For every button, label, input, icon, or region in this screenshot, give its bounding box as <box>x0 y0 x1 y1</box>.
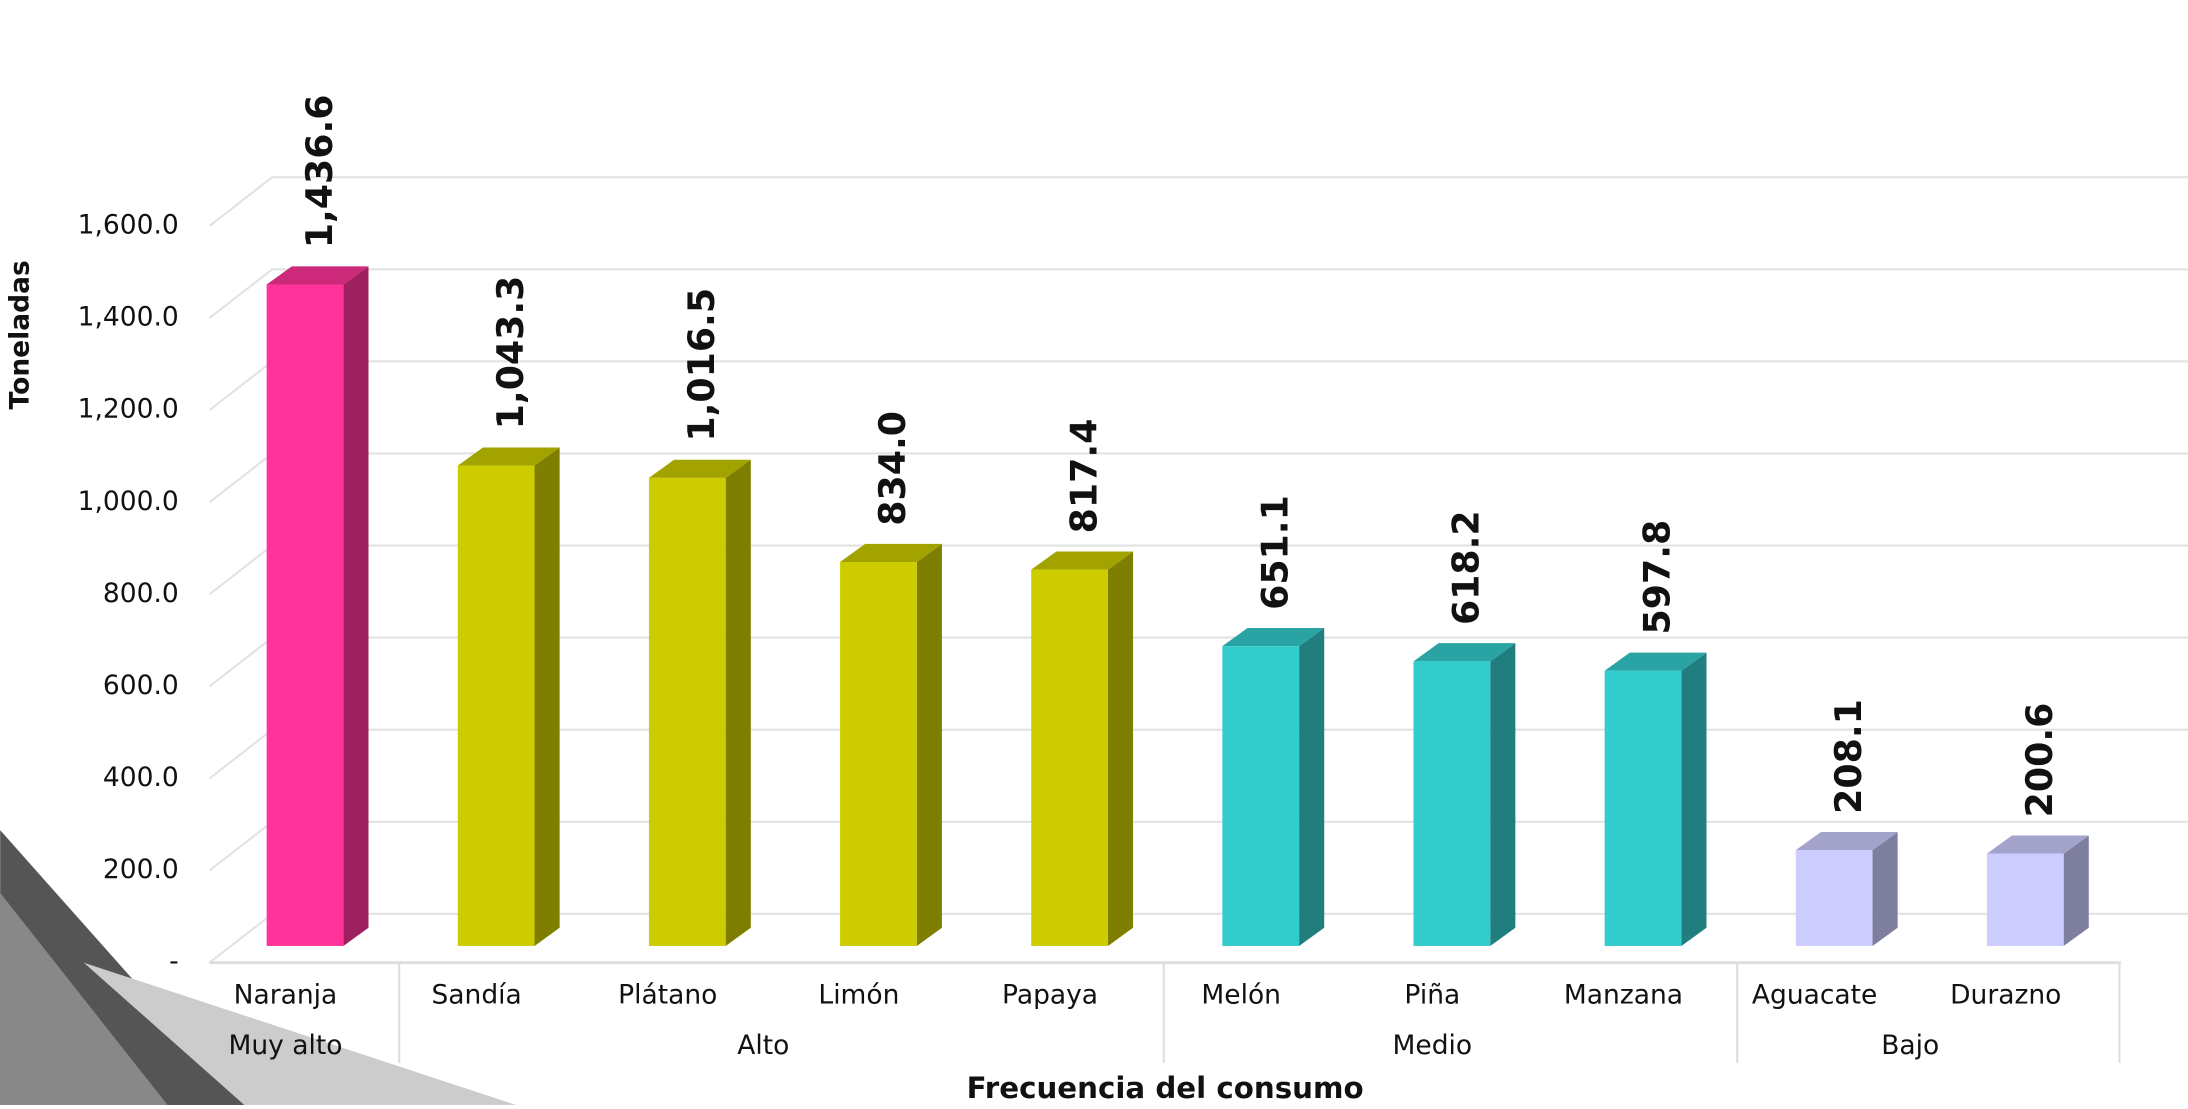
bar-top <box>457 447 560 466</box>
value-label: 651.1 <box>1253 495 1296 610</box>
value-label: 1,043.3 <box>489 276 532 430</box>
group-label: Alto <box>737 1030 789 1061</box>
bar-top <box>266 266 369 285</box>
bar-top <box>648 459 751 478</box>
y-tick-label: 600.0 <box>103 670 179 701</box>
bar <box>1222 646 1300 946</box>
bar <box>1413 661 1491 946</box>
group-label: Muy alto <box>228 1030 342 1061</box>
y-tick-label: - <box>169 946 179 977</box>
bar <box>1604 670 1682 946</box>
bar-side <box>2063 835 2089 946</box>
value-label: 1,436.6 <box>298 95 341 249</box>
bar <box>266 284 344 946</box>
bar-top <box>1031 551 1134 570</box>
value-label: 817.4 <box>1062 419 1105 534</box>
y-tick-label: 200.0 <box>103 854 179 885</box>
bar-side <box>725 459 751 946</box>
bar-top <box>1604 652 1707 671</box>
group-label: Bajo <box>1881 1030 1939 1061</box>
x-tick-label: Naranja <box>234 980 338 1011</box>
y-axis-title: Toneladas <box>5 260 36 409</box>
value-label: 597.8 <box>1636 520 1679 635</box>
bar-top <box>840 543 942 562</box>
y-tick-label: 1,200.0 <box>78 394 179 425</box>
bar <box>1986 853 2064 946</box>
group-label: Medio <box>1393 1030 1473 1061</box>
x-tick-label: Manzana <box>1564 980 1683 1011</box>
bar-top <box>1986 835 2089 854</box>
decoration <box>0 892 168 1105</box>
x-tick-label: Limón <box>818 980 899 1011</box>
bar-side <box>1681 652 1707 946</box>
value-label: 200.6 <box>2018 703 2061 818</box>
y-tick-label: 1,400.0 <box>78 302 179 333</box>
value-label: 618.2 <box>1445 510 1488 625</box>
grid-line <box>208 268 2188 319</box>
x-tick-label: Plátano <box>618 980 717 1011</box>
bar <box>1795 850 1873 946</box>
bar-top <box>1413 643 1516 662</box>
bar-top <box>1795 831 1898 851</box>
y-tick-label: 1,600.0 <box>78 210 179 241</box>
bar-side <box>343 266 369 946</box>
bar-side <box>534 447 560 946</box>
bar-side <box>1299 628 1325 946</box>
decoration <box>83 962 517 1105</box>
bar-side <box>1107 551 1134 946</box>
y-tick-label: 1,000.0 <box>78 486 179 517</box>
bar-side <box>1490 643 1516 946</box>
x-tick-label: Piña <box>1404 980 1460 1011</box>
x-axis-title: Frecuencia del consumo <box>967 1071 1364 1105</box>
bar <box>1031 569 1108 946</box>
x-tick-label: Durazno <box>1950 980 2061 1011</box>
bar-side <box>916 543 942 946</box>
bar-side <box>1872 831 1898 946</box>
bar <box>840 561 917 946</box>
x-tick-label: Melón <box>1201 980 1281 1011</box>
value-label: 208.1 <box>1827 699 1870 814</box>
bar-top <box>1222 628 1325 647</box>
value-label: 1,016.5 <box>680 288 723 442</box>
x-tick-label: Aguacate <box>1752 980 1878 1011</box>
bar <box>457 465 535 946</box>
value-label: 834.0 <box>871 411 914 526</box>
x-tick-label: Sandía <box>431 980 521 1011</box>
x-tick-label: Papaya <box>1002 980 1098 1011</box>
bar <box>648 477 726 946</box>
y-tick-label: 800.0 <box>103 578 179 609</box>
y-tick-label: 400.0 <box>103 762 179 793</box>
grid-line <box>208 176 2188 227</box>
